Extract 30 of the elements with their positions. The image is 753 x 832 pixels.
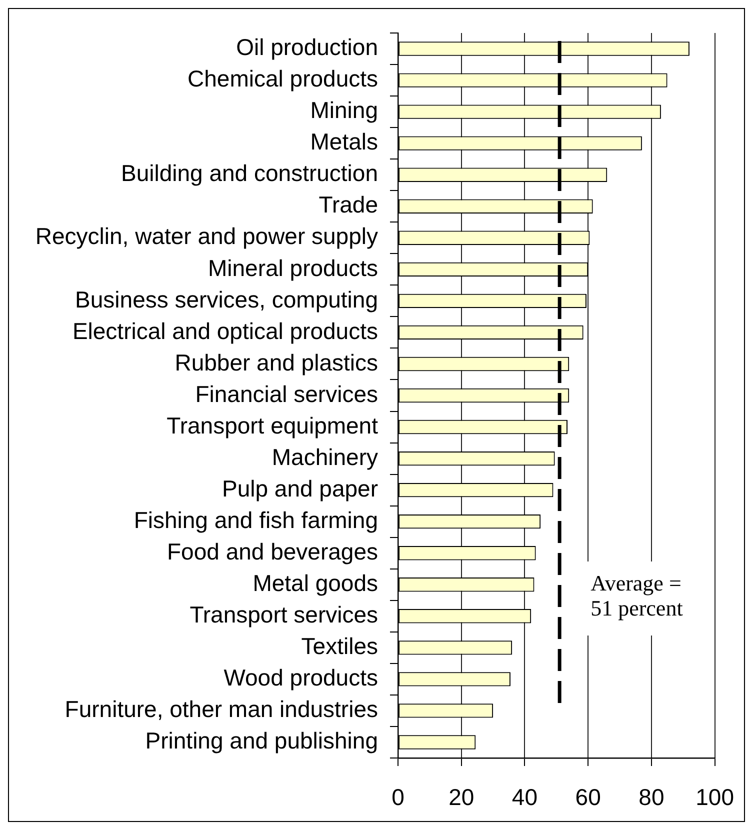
y-tick-label: Printing and publishing [145,728,378,754]
y-tick-label: Trade [318,192,378,218]
y-tick-label: Electrical and optical products [72,318,378,344]
y-tick-label: Transport equipment [166,412,379,438]
y-tick-label: Food and beverages [167,538,378,564]
ref-line-label: Average = 51 percent [590,570,683,620]
x-tick-label: 0 [392,784,404,810]
y-tick-label: Furniture, other man industries [64,696,378,722]
y-tick-label: Recyclin, water and power supply [35,223,378,250]
y-tick-label: Pulp and paper [222,475,378,502]
y-tick-label: Business services, computing [75,286,378,312]
y-tick-label: Mineral products [208,254,378,281]
x-tick-label: 20 [448,784,474,810]
x-tick-label: 80 [638,784,664,810]
y-tick-label: Metal goods [252,570,378,596]
y-tick-label: Transport services [190,601,378,628]
y-tick-label: Metals [310,128,378,155]
y-tick-label: Financial services [195,380,378,407]
y-tick-label: Oil production [236,34,378,60]
y-tick-label: Building and construction [121,160,378,186]
x-tick-label: 100 [696,784,734,810]
y-tick-label: Mining [310,97,378,124]
x-tick-label: 40 [512,784,538,810]
y-tick-label: Textiles [301,633,378,660]
y-tick-label: Wood products [224,664,378,691]
x-tick-label: 60 [575,784,601,810]
y-tick-label: Machinery [272,444,378,470]
y-tick-label: Rubber and plastics [174,349,378,376]
y-tick-label: Chemical products [188,66,378,92]
y-tick-label: Fishing and fish farming [134,506,378,533]
